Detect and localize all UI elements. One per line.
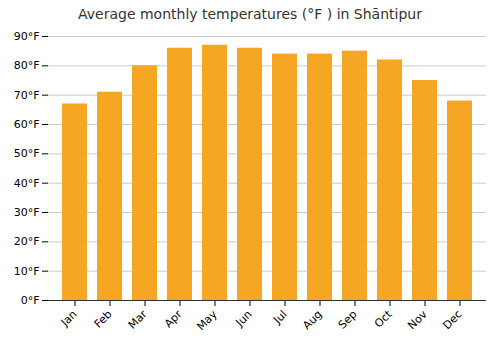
svg-text:30°F: 30°F: [14, 206, 40, 219]
svg-text:80°F: 80°F: [14, 59, 40, 72]
svg-text:May: May: [194, 307, 220, 333]
svg-text:50°F: 50°F: [14, 147, 40, 160]
svg-text:Jan: Jan: [58, 308, 80, 330]
svg-text:Feb: Feb: [92, 308, 115, 331]
svg-text:0°F: 0°F: [21, 294, 40, 307]
svg-text:Oct: Oct: [372, 307, 395, 330]
svg-text:40°F: 40°F: [14, 177, 40, 190]
svg-text:Jul: Jul: [270, 308, 289, 327]
svg-text:10°F: 10°F: [14, 265, 40, 278]
svg-text:Sep: Sep: [336, 308, 360, 332]
svg-text:Dec: Dec: [440, 308, 464, 332]
svg-text:60°F: 60°F: [14, 118, 40, 131]
svg-text:20°F: 20°F: [14, 235, 40, 248]
svg-text:70°F: 70°F: [14, 89, 40, 102]
svg-text:Apr: Apr: [162, 307, 185, 330]
svg-text:90°F: 90°F: [14, 30, 40, 43]
html-text:Average monthly temperatures (: Average monthly temperatures (°F ) in Sh…: [78, 6, 422, 22]
svg-text:Aug: Aug: [300, 308, 324, 332]
svg-text:Jun: Jun: [233, 308, 255, 330]
svg-text:Mar: Mar: [126, 307, 150, 331]
svg-text:Nov: Nov: [405, 307, 430, 332]
